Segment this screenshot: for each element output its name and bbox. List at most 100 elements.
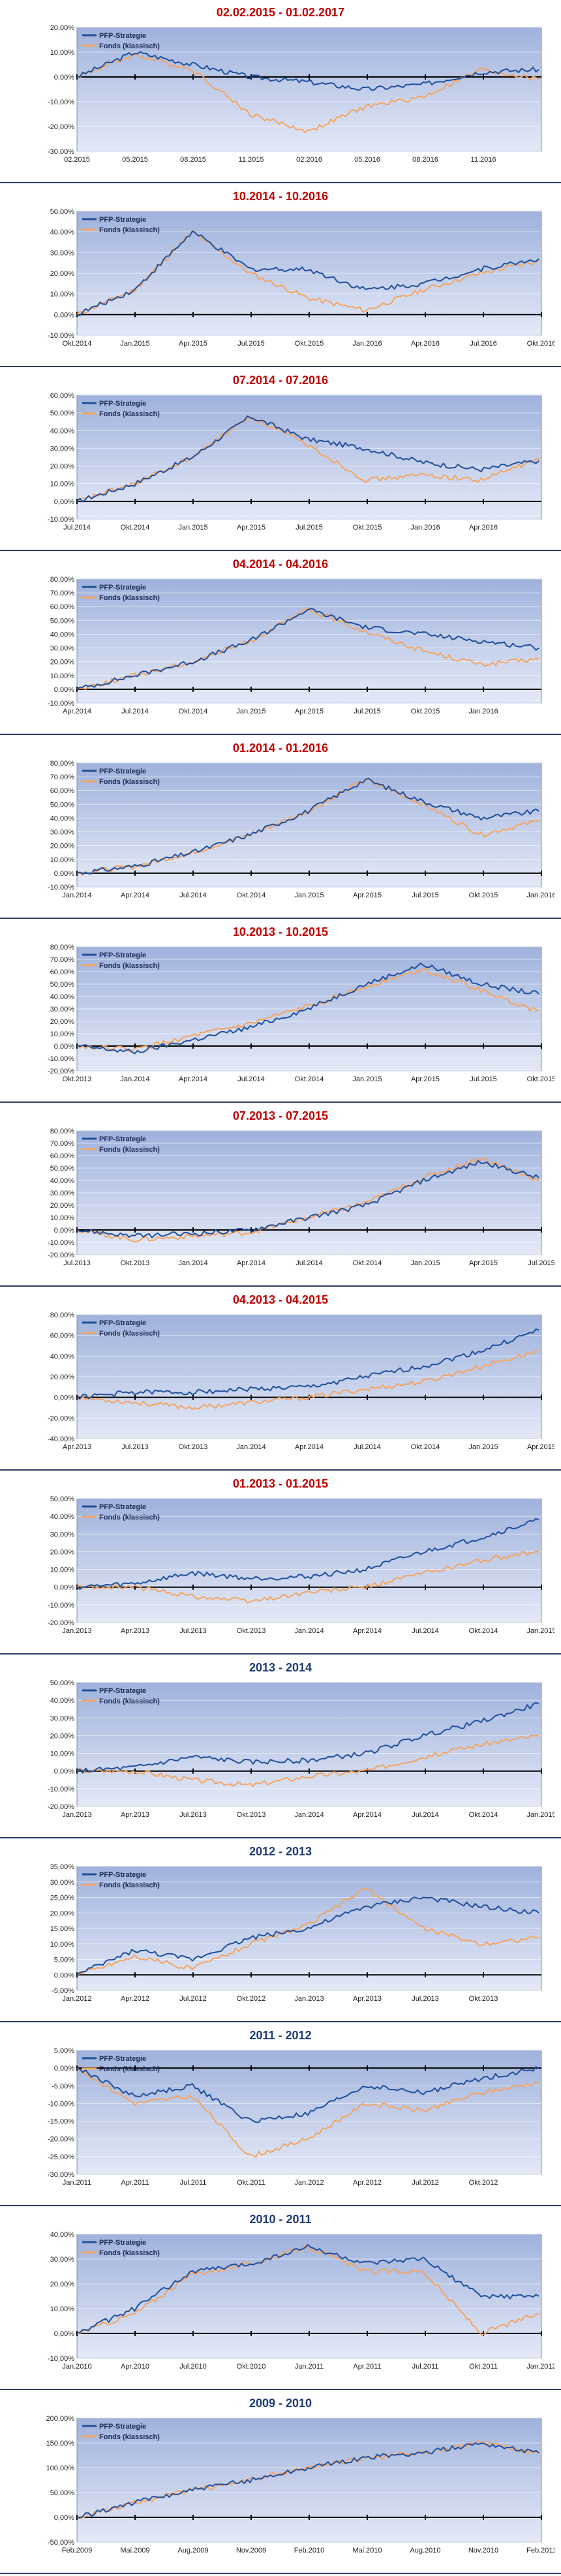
y-tick-label: 0,00% xyxy=(54,2514,74,2522)
legend: PFP-Strategie Fonds (klassisch) xyxy=(82,1871,160,1889)
chart-title: 07.2013 - 07.2015 xyxy=(232,1109,329,1122)
x-tick-label: Okt.2016 xyxy=(527,340,554,348)
y-tick-label: 30,00% xyxy=(50,1715,75,1722)
y-tick-label: 70,00% xyxy=(50,1140,75,1148)
legend-label-pfp-strategie: PFP-Strategie xyxy=(99,32,146,40)
y-tick-label: 10,00% xyxy=(50,856,75,864)
y-tick-label: -40,00% xyxy=(48,1435,74,1443)
y-tick-label: 20,00% xyxy=(50,1373,75,1381)
x-tick-label: Okt.2014 xyxy=(469,1627,498,1635)
x-tick-label: Okt.2012 xyxy=(469,2179,498,2187)
x-tick-label: Okt.2013 xyxy=(63,1075,92,1083)
legend-label-pfp-strategie: PFP-Strategie xyxy=(99,2055,146,2063)
x-tick-label: Okt.2013 xyxy=(121,1259,150,1267)
y-tick-label: 80,00% xyxy=(50,1311,75,1319)
x-tick-label: Jan.2015 xyxy=(352,1075,382,1083)
x-tick-label: Jan.2013 xyxy=(62,1811,91,1819)
line-chart: 35,00% 30,00% 25,00% 20,00% 15,00% 10,00% 5,00… xyxy=(50,1863,542,2003)
x-tick-label: Okt.2014 xyxy=(63,340,92,348)
legend-label-fonds-klassisch: Fonds (klassisch) xyxy=(99,1698,160,1705)
x-tick-label: Jan.2015 xyxy=(526,1811,554,1819)
x-tick-label: Okt.2014 xyxy=(469,1811,498,1819)
panel-separator xyxy=(0,366,561,367)
y-tick-label: -20,00% xyxy=(48,2136,74,2144)
y-tick-label: 150,00% xyxy=(46,2440,75,2448)
y-tick-label: 20,00% xyxy=(50,659,75,666)
y-tick-label: 10,00% xyxy=(50,291,75,299)
series-line-fonds-klassisch xyxy=(76,2440,539,2519)
y-tick-label: -10,00% xyxy=(48,1055,74,1063)
x-tick-label: Okt.2014 xyxy=(237,891,266,899)
legend-label-pfp-strategie: PFP-Strategie xyxy=(99,2423,146,2431)
x-tick-label: Okt.2015 xyxy=(411,708,440,715)
series-line-pfp-strategie xyxy=(76,2442,539,2519)
x-tick-label: Apr.2014 xyxy=(179,1075,207,1083)
y-tick-label: 15,00% xyxy=(50,1925,75,1933)
panel-separator xyxy=(0,2573,561,2574)
plot-area xyxy=(76,2418,542,2543)
x-tick-label: Jan.2015 xyxy=(178,524,207,532)
line-chart: 5,00% 0,00% -5,00% -10,00% -15,00% -20,00% -25… xyxy=(48,2047,542,2187)
y-tick-label: 50,00% xyxy=(50,1495,75,1503)
x-tick-label: 05.2016 xyxy=(354,156,380,164)
series-line-pfp-strategie xyxy=(76,1518,539,1590)
line-chart: 80,00% 70,00% 60,00% 50,00% 40,00% 30,00% 20,0… xyxy=(48,576,542,715)
x-tick-label: Apr.2015 xyxy=(353,891,382,899)
x-tick-label: Apr.2014 xyxy=(63,708,91,715)
x-tick-label: Jul.2013 xyxy=(412,1995,439,2003)
series-line-pfp-strategie xyxy=(76,51,539,91)
y-tick-label: 80,00% xyxy=(50,1128,75,1135)
y-tick-label: 20,00% xyxy=(50,270,75,278)
x-tick-label: Apr.2015 xyxy=(469,1259,498,1267)
legend-label-pfp-strategie: PFP-Strategie xyxy=(99,1503,146,1511)
y-tick-label: 20,00% xyxy=(50,24,75,32)
y-tick-label: 40,00% xyxy=(50,815,75,822)
y-tick-label: 0,00% xyxy=(54,870,74,878)
y-tick-label: 10,00% xyxy=(50,1214,75,1222)
series-line-fonds-klassisch xyxy=(76,1887,539,1976)
panel-separator xyxy=(0,1837,561,1838)
line-chart: 20,00%10,00%0,00%-10,00%-20,00%-30,00%02… xyxy=(48,24,542,164)
legend-label-fonds-klassisch: Fonds (klassisch) xyxy=(99,594,160,602)
series-line-fonds-klassisch xyxy=(76,1551,539,1604)
y-tick-label: 30,00% xyxy=(50,645,75,653)
series-line-fonds-klassisch xyxy=(76,778,539,876)
series-line-fonds-klassisch xyxy=(76,1157,539,1243)
series-line-pfp-strategie xyxy=(76,777,539,875)
line-chart: 200,00%150,00%100,00%50,00%0,00%-50,00%F… xyxy=(46,2415,554,2554)
x-tick-label: 02.2015 xyxy=(64,156,90,164)
x-tick-label: Apr.2016 xyxy=(469,524,498,532)
y-tick-label: 80,00% xyxy=(50,576,75,584)
series-line-fonds-klassisch xyxy=(76,1350,539,1411)
y-tick-label: 10,00% xyxy=(50,1566,75,1574)
legend-label-pfp-strategie: PFP-Strategie xyxy=(99,1871,146,1879)
y-tick-label: 70,00% xyxy=(50,956,75,964)
chart-title: 02.02.2015 - 01.02.2017 xyxy=(216,6,345,19)
x-tick-label: Okt.2011 xyxy=(237,2179,265,2187)
y-tick-label: 0,00% xyxy=(54,311,74,319)
x-tick-label: Apr.2015 xyxy=(295,708,324,715)
y-tick-label: -10,00% xyxy=(48,1239,74,1247)
y-tick-label: 10,00% xyxy=(50,672,75,680)
plot-area xyxy=(76,395,542,520)
chart-title: 07.2014 - 07.2016 xyxy=(232,374,329,387)
legend-label-fonds-klassisch: Fonds (klassisch) xyxy=(99,42,160,50)
y-tick-label: 60,00% xyxy=(50,392,75,400)
x-tick-label: Apr.2011 xyxy=(353,2363,381,2371)
y-tick-label: 0,00% xyxy=(54,1584,74,1592)
y-tick-label: 0,00% xyxy=(54,1227,74,1235)
chart-title: 2011 - 2012 xyxy=(249,2029,312,2042)
x-tick-label: Okt.2015 xyxy=(527,1075,554,1083)
y-tick-label: 30,00% xyxy=(50,829,75,837)
x-tick-label: Okt.2012 xyxy=(237,1995,266,2003)
x-tick-label: Okt.2013 xyxy=(237,1811,266,1819)
series-line-pfp-strategie xyxy=(76,2244,539,2334)
x-tick-label: Jan.2012 xyxy=(294,2179,324,2187)
x-tick-label: Okt.2015 xyxy=(295,340,324,348)
x-tick-label: Jan.2013 xyxy=(294,1995,324,2003)
y-tick-label: -15,00% xyxy=(48,2118,74,2126)
y-tick-label: 50,00% xyxy=(50,1165,75,1173)
y-tick-label: -30,00% xyxy=(48,148,74,156)
y-tick-label: 0,00% xyxy=(54,686,74,694)
x-tick-label: Jul.2012 xyxy=(412,2179,439,2187)
